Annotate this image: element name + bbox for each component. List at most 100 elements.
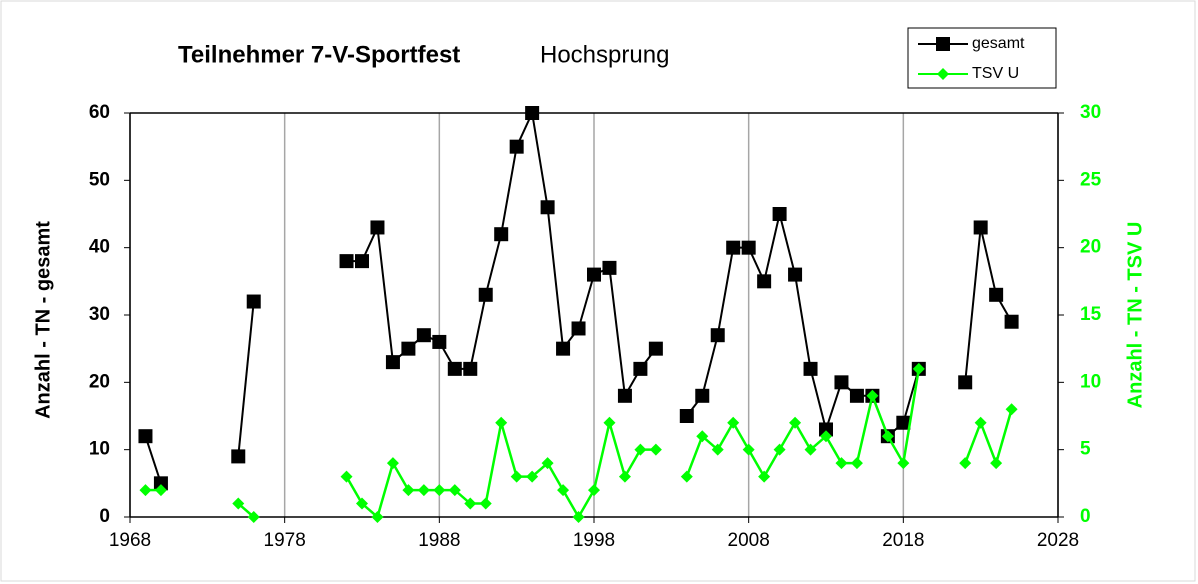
marker — [757, 274, 772, 289]
marker — [510, 470, 523, 483]
series-line — [237, 301, 255, 457]
marker — [509, 139, 524, 154]
marker — [417, 484, 430, 497]
x-tick-label: 1968 — [109, 530, 151, 551]
marker — [773, 443, 786, 456]
marker — [772, 207, 787, 221]
y2-tick-label: 10 — [1080, 371, 1101, 392]
marker — [849, 388, 864, 403]
marker — [881, 430, 894, 443]
y-tick-label: 20 — [89, 371, 110, 392]
series-line — [685, 368, 921, 480]
marker — [850, 457, 863, 470]
marker — [541, 457, 554, 470]
marker — [339, 254, 354, 269]
marker — [680, 470, 693, 483]
y2-tick-label: 25 — [1080, 169, 1102, 190]
marker — [557, 484, 570, 497]
y2-tick-label: 20 — [1080, 237, 1101, 258]
marker — [356, 497, 368, 510]
marker — [571, 321, 586, 336]
marker — [618, 470, 631, 483]
marker — [648, 341, 663, 356]
marker — [231, 449, 246, 464]
marker — [937, 68, 949, 80]
marker — [711, 443, 724, 456]
y-tick-label: 60 — [89, 102, 110, 123]
marker — [973, 220, 988, 235]
marker — [958, 375, 973, 390]
marker — [835, 457, 848, 470]
marker — [603, 416, 616, 429]
marker — [138, 429, 153, 444]
y-axis-label: Anzahl - TN - gesamt — [32, 221, 54, 419]
marker — [540, 200, 555, 215]
marker — [355, 254, 369, 269]
marker — [371, 511, 384, 523]
marker — [679, 409, 694, 423]
marker — [696, 430, 709, 443]
y-tick-label: 50 — [89, 169, 110, 190]
marker — [247, 511, 260, 523]
y-tick-label: 0 — [99, 506, 110, 527]
marker — [232, 497, 245, 510]
marker — [804, 443, 817, 456]
x-tick-label: 1978 — [264, 530, 306, 551]
marker — [572, 511, 585, 523]
legend-label: TSV U — [972, 65, 1019, 82]
x-tick-label: 2028 — [1037, 530, 1079, 551]
marker — [742, 443, 755, 456]
marker — [974, 416, 987, 429]
marker — [525, 106, 540, 120]
marker — [340, 470, 353, 483]
y2-axis-label: Anzahl - TN - TSV U — [1124, 222, 1146, 409]
y2-tick-label: 0 — [1080, 506, 1091, 527]
chart-title: Teilnehmer 7-V-Sportfest — [178, 41, 460, 68]
marker — [727, 416, 740, 429]
marker — [416, 328, 431, 343]
marker — [896, 415, 911, 430]
marker — [370, 220, 385, 235]
series-line — [964, 227, 1013, 383]
marker — [634, 443, 647, 456]
marker — [710, 328, 725, 343]
marker — [726, 240, 741, 255]
marker — [789, 416, 802, 429]
marker — [1004, 314, 1019, 329]
marker — [1005, 403, 1018, 416]
marker — [820, 430, 832, 443]
marker — [695, 388, 710, 403]
y-tick-label: 30 — [89, 304, 110, 325]
marker — [385, 355, 400, 370]
y2-tick-label: 5 — [1080, 439, 1091, 460]
marker — [788, 267, 803, 282]
marker — [758, 470, 771, 483]
marker — [464, 497, 477, 510]
x-tick-label: 1998 — [573, 530, 615, 551]
marker — [936, 37, 950, 51]
y2-tick-label: 30 — [1080, 102, 1101, 123]
marker — [401, 341, 416, 356]
y2-tick-label: 15 — [1080, 304, 1102, 325]
legend-box — [907, 27, 1057, 89]
marker — [139, 484, 152, 497]
marker — [819, 422, 833, 437]
marker — [633, 361, 648, 376]
marker — [479, 497, 492, 510]
marker — [556, 341, 571, 356]
marker — [649, 443, 662, 456]
marker — [447, 361, 462, 376]
marker — [526, 470, 539, 483]
marker — [617, 388, 632, 403]
y-tick-label: 10 — [89, 439, 110, 460]
marker — [989, 287, 1004, 302]
marker — [153, 476, 168, 491]
marker — [912, 362, 925, 375]
marker — [602, 260, 617, 275]
marker — [402, 484, 415, 497]
marker — [834, 375, 849, 390]
marker — [433, 484, 446, 497]
marker — [386, 457, 399, 470]
marker — [246, 294, 261, 309]
